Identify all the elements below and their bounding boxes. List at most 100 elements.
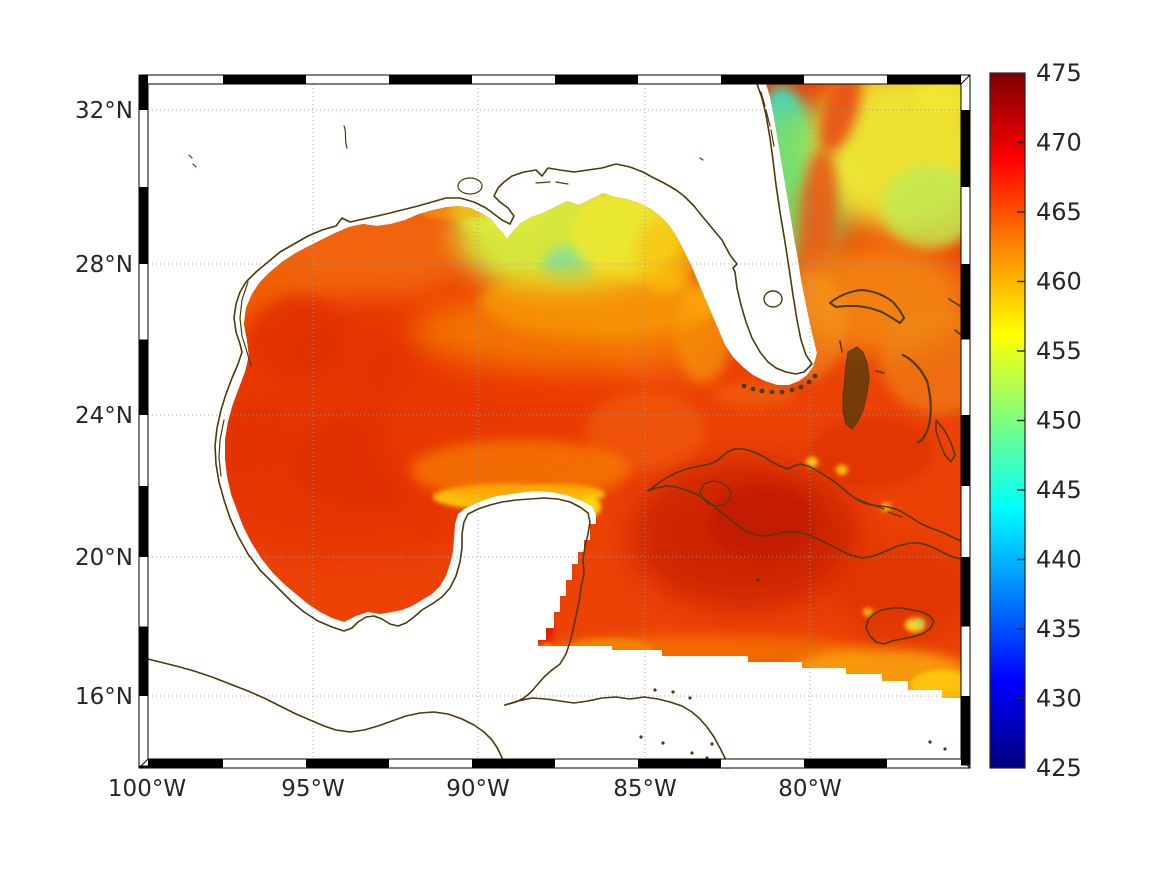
y-tick-label: 16°N <box>75 684 133 710</box>
field-blob <box>579 497 601 517</box>
frame-corner-miter <box>138 758 149 769</box>
y-tick-label: 20°N <box>75 545 133 571</box>
coastline-isla-juventud <box>699 480 732 507</box>
frame-segment-right <box>961 486 970 557</box>
frame-segment-top <box>223 75 306 84</box>
frame-segment-left <box>139 557 148 627</box>
frame-segment-right <box>961 264 970 340</box>
field-blob <box>713 382 797 406</box>
frame-segment-top <box>555 75 638 84</box>
frame-segment-top <box>804 75 887 84</box>
colorbar-tick-label: 450 <box>1036 407 1082 435</box>
coastline-mainland <box>214 83 813 706</box>
x-axis-labels: 100°W 95°W 90°W 85°W 80°W <box>108 776 842 802</box>
gridlines <box>148 84 961 759</box>
frame-segment-bottom <box>721 759 804 768</box>
y-tick-label: 32°N <box>75 98 133 124</box>
colorbar-tick-label: 445 <box>1036 476 1082 504</box>
coastline-cuba-north <box>647 448 962 542</box>
field-blob <box>537 612 553 656</box>
coastline-honduras <box>504 696 729 769</box>
frame-segment-left <box>139 696 148 766</box>
frame-segment-right <box>961 75 970 110</box>
field-blob <box>880 310 961 414</box>
frame-segment-right <box>961 187 970 264</box>
coastline-jamaica <box>865 607 935 645</box>
frame-segment-top <box>389 75 472 84</box>
frame-segment-right <box>961 696 970 766</box>
frame-outer-border <box>138 74 971 769</box>
frame-segment-right <box>961 415 970 486</box>
field-blob <box>806 457 818 467</box>
x-tick-label: 90°W <box>446 776 510 802</box>
coastline-grand-bahama <box>829 289 905 324</box>
colorbar-tick-label: 475 <box>1036 59 1082 87</box>
frame-segment-right <box>961 110 970 187</box>
field-blob <box>225 175 470 315</box>
x-tick-label: 80°W <box>778 776 842 802</box>
coastline-georgia-fringe <box>760 91 775 147</box>
field-blob <box>452 175 548 235</box>
frame-segment-left <box>139 486 148 557</box>
field-blob <box>882 165 961 249</box>
colorbar-tick-label: 460 <box>1036 268 1082 296</box>
frame-segment-left <box>139 187 148 264</box>
frame-segment-top <box>139 75 223 84</box>
coastlines <box>147 83 969 769</box>
colorbar-ticks <box>1017 141 1025 700</box>
y-tick-label: 28°N <box>75 252 133 278</box>
frame-segment-left <box>139 339 148 415</box>
frame-segment-bottom <box>223 759 306 768</box>
field-blob <box>707 484 817 560</box>
frame-segment-right <box>961 339 970 415</box>
x-tick-label: 85°W <box>613 776 677 802</box>
frame-segment-bottom <box>472 759 555 768</box>
frame-segment-top <box>638 75 721 84</box>
colorbar-tick-label: 455 <box>1036 337 1082 365</box>
colorbar-tick-label: 430 <box>1036 685 1082 713</box>
frame-corner-miter <box>960 758 971 769</box>
lake-pontchartrain <box>457 177 483 195</box>
florida-keys <box>741 373 818 395</box>
coastline-ms-islands <box>535 181 569 185</box>
field-blob <box>225 406 300 478</box>
coastline-andros <box>842 346 870 430</box>
colorbar-labels: 425 430 435 440 445 450 455 460 465 470 475 <box>1036 59 1082 782</box>
colorbar: 425 430 435 440 445 450 455 460 465 470 475 <box>989 59 1082 782</box>
frame-segment-right <box>961 765 970 768</box>
frame-segment-left <box>139 415 148 486</box>
coastline-cuba-cays <box>854 497 903 518</box>
colorbar-tick-label: 465 <box>1036 198 1082 226</box>
frame-segment-left <box>139 264 148 340</box>
small-lakes <box>188 125 704 168</box>
field-blob <box>410 294 710 370</box>
frame-segment-top <box>472 75 555 84</box>
field-blob <box>568 638 652 658</box>
frame-segment-bottom <box>638 759 721 768</box>
frame-inner-border <box>147 83 962 760</box>
frame-corner-miter <box>138 74 149 85</box>
frame-segment-top <box>306 75 389 84</box>
field-blob <box>833 542 961 642</box>
frame-segment-top <box>887 75 970 84</box>
field-blob <box>836 465 848 475</box>
field-blob <box>915 84 961 115</box>
y-axis-labels: 32°N 28°N 24°N 20°N 16°N <box>75 98 133 710</box>
frame-segment-bottom <box>804 759 887 768</box>
frame-segment-left <box>139 75 148 110</box>
frame-corner-miter <box>960 74 971 85</box>
frame-segment-top <box>721 75 804 84</box>
colorbar-tick-label: 440 <box>1036 546 1082 574</box>
lake-okeechobee <box>763 290 783 308</box>
colorbar-tick-label: 435 <box>1036 615 1082 643</box>
coastline-eleuthera <box>901 353 932 444</box>
coastline-barrier-islands <box>218 281 252 477</box>
field-blob <box>916 619 924 625</box>
frame-segment-right <box>961 557 970 627</box>
field-blob <box>863 608 873 616</box>
frame-segment-left <box>139 626 148 696</box>
y-tick-label: 24°N <box>75 403 133 429</box>
frame-segment-left <box>139 765 148 768</box>
